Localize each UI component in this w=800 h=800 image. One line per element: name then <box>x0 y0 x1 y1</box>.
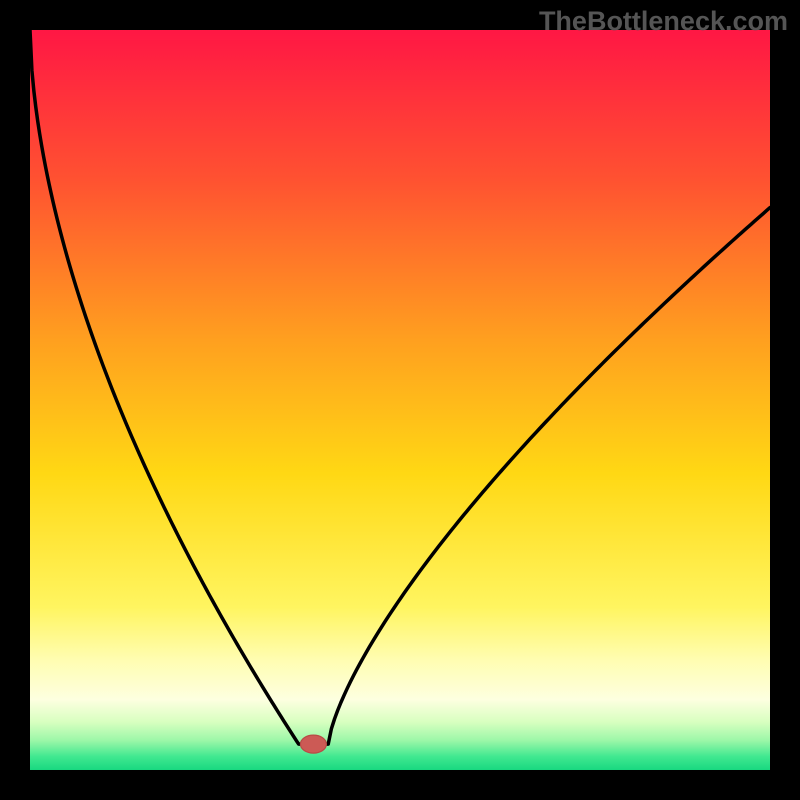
optimal-point-marker <box>300 735 326 753</box>
gradient-background <box>30 30 770 770</box>
bottleneck-chart <box>30 30 770 770</box>
watermark-text: TheBottleneck.com <box>539 6 788 37</box>
